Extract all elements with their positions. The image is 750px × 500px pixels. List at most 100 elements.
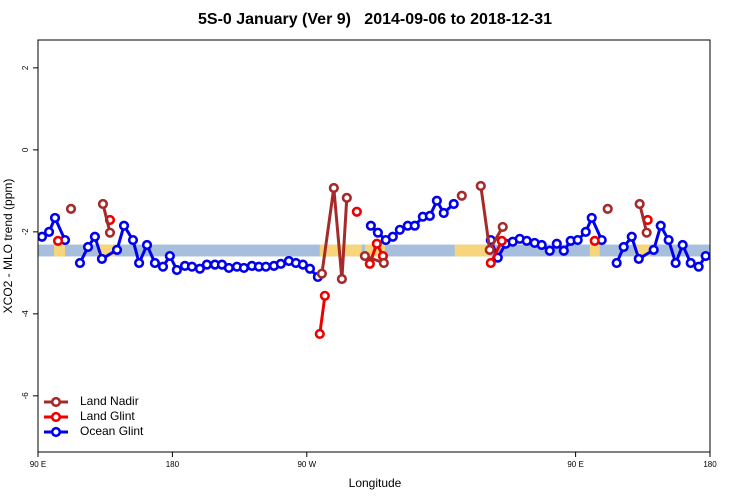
data-point bbox=[677, 239, 688, 251]
x-tick-label: 90 E bbox=[567, 460, 583, 469]
data-point bbox=[149, 257, 161, 269]
data-point bbox=[456, 190, 467, 201]
data-point bbox=[663, 234, 674, 246]
data-point bbox=[171, 264, 182, 276]
data-point bbox=[157, 261, 169, 272]
data-point bbox=[238, 262, 250, 274]
data-point bbox=[314, 328, 325, 340]
data-point bbox=[641, 227, 652, 238]
plot-frame bbox=[37, 39, 711, 453]
data-point bbox=[49, 212, 61, 224]
data-point bbox=[201, 259, 212, 270]
data-point bbox=[97, 198, 109, 210]
data-point bbox=[544, 245, 555, 256]
data-point bbox=[685, 257, 696, 269]
data-point bbox=[634, 198, 645, 210]
data-point bbox=[164, 250, 175, 262]
data-point bbox=[602, 203, 613, 214]
data-point bbox=[275, 258, 286, 269]
data-point bbox=[82, 241, 94, 253]
data-point bbox=[378, 257, 389, 269]
x-tick-label: 90 W bbox=[297, 460, 316, 469]
legend-label: Land Nadir bbox=[80, 394, 139, 408]
x-tick-label: 180 bbox=[703, 460, 717, 469]
legend-marker bbox=[50, 411, 62, 423]
data-point bbox=[365, 220, 376, 231]
data-point bbox=[611, 257, 622, 269]
data-point bbox=[484, 244, 495, 255]
data-point bbox=[194, 263, 205, 274]
data-point bbox=[118, 220, 130, 231]
data-point bbox=[74, 257, 86, 269]
land-span bbox=[589, 244, 600, 257]
data-point bbox=[104, 227, 116, 238]
y-tick-label: -4 bbox=[21, 310, 30, 318]
y-tick-label: -2 bbox=[21, 228, 30, 236]
data-point bbox=[336, 273, 347, 285]
legend-marker bbox=[50, 396, 62, 408]
data-point bbox=[655, 220, 666, 231]
data-point bbox=[618, 241, 629, 253]
data-point bbox=[319, 290, 330, 301]
data-point bbox=[223, 262, 234, 274]
data-point bbox=[127, 234, 139, 246]
land-span bbox=[53, 244, 66, 257]
data-point bbox=[586, 212, 597, 224]
y-tick-label: 2 bbox=[21, 65, 30, 70]
data-point bbox=[141, 239, 153, 251]
y-axis-label: XCO2 - MLO trend (ppm) bbox=[1, 179, 15, 314]
data-point bbox=[316, 268, 327, 279]
data-point bbox=[700, 250, 710, 262]
data-point bbox=[633, 253, 644, 265]
data-point bbox=[431, 195, 442, 206]
legend-marker bbox=[50, 426, 62, 438]
data-point bbox=[580, 226, 591, 237]
data-point bbox=[372, 227, 383, 238]
data-point bbox=[89, 231, 100, 242]
data-point bbox=[304, 263, 316, 274]
data-point bbox=[438, 207, 449, 219]
data-point bbox=[43, 226, 55, 237]
data-point bbox=[693, 261, 704, 272]
chart-title: 5S-0 January (Ver 9) 2014-09-06 to 2018-… bbox=[198, 11, 552, 28]
data-point bbox=[496, 235, 507, 246]
x-tick-label: 180 bbox=[166, 460, 180, 469]
data-point bbox=[260, 261, 271, 272]
data-point bbox=[65, 203, 77, 214]
x-tick-label: 90 E bbox=[30, 460, 46, 469]
data-point bbox=[351, 206, 362, 217]
legend-label: Ocean Glint bbox=[80, 424, 144, 438]
data-point bbox=[572, 234, 583, 246]
legend-label: Land Glint bbox=[80, 409, 135, 423]
data-point bbox=[558, 245, 569, 256]
data-point bbox=[328, 182, 339, 194]
data-point bbox=[589, 235, 600, 246]
data-point bbox=[133, 257, 145, 269]
data-point bbox=[475, 180, 486, 192]
series-line bbox=[101, 185, 649, 281]
data-point bbox=[521, 235, 532, 246]
data-point bbox=[626, 231, 637, 242]
data-point bbox=[52, 235, 64, 246]
data-point bbox=[536, 239, 547, 251]
data-point bbox=[364, 258, 375, 269]
land-span bbox=[634, 244, 650, 257]
data-point bbox=[409, 220, 420, 231]
data-point bbox=[111, 244, 123, 255]
data-point bbox=[670, 257, 681, 269]
data-point bbox=[485, 257, 496, 269]
data-point bbox=[492, 252, 503, 263]
land-span bbox=[454, 244, 490, 257]
y-tick-label: -6 bbox=[21, 392, 30, 400]
data-point bbox=[448, 198, 459, 210]
data-point bbox=[424, 210, 435, 221]
y-tick-label: 0 bbox=[21, 147, 30, 152]
data-point bbox=[186, 261, 198, 272]
x-axis-label: Longitude bbox=[349, 476, 402, 490]
data-point bbox=[648, 244, 659, 255]
data-point bbox=[394, 224, 405, 235]
data-point bbox=[497, 221, 508, 233]
plot-area bbox=[38, 180, 710, 340]
data-point bbox=[96, 253, 108, 265]
